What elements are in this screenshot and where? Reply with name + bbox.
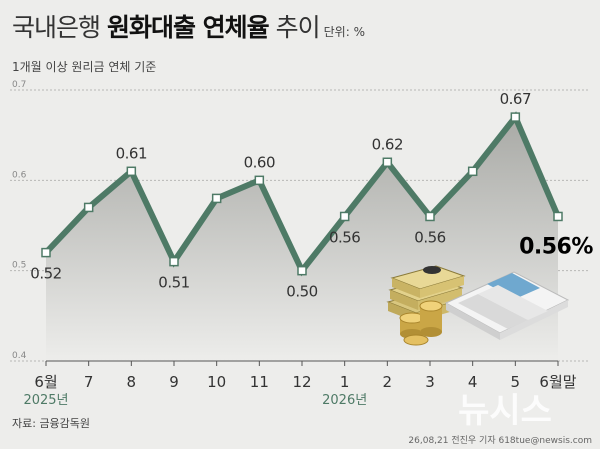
data-label: 0.56 — [414, 228, 445, 246]
year-label: 2026년 — [322, 393, 367, 408]
data-point — [254, 175, 265, 186]
data-point — [41, 247, 51, 258]
watermark-text: 뉴시스 — [458, 391, 552, 431]
data-point — [339, 211, 350, 222]
calculator-icon — [444, 271, 570, 340]
y-tick-label: 0.7 — [12, 80, 26, 90]
data-label: 0.67 — [500, 90, 531, 108]
money-calculator-illustration — [386, 265, 570, 346]
x-tick-label: 10 — [207, 373, 226, 391]
x-tick-label: 4 — [468, 373, 478, 391]
data-point — [553, 211, 563, 222]
data-point — [382, 157, 393, 168]
unit-label: 단위: % — [323, 25, 365, 39]
data-point — [83, 202, 94, 213]
data-label: 0.50 — [286, 283, 317, 301]
newsis-watermark: 뉴시스 — [458, 391, 552, 431]
x-tick-label: 3 — [425, 373, 435, 391]
data-label: 0.62 — [372, 135, 403, 153]
data-markers — [41, 112, 563, 276]
data-label: 0.60 — [244, 153, 275, 171]
data-point — [510, 112, 521, 122]
x-tick-label: 1 — [340, 373, 350, 391]
data-point — [467, 166, 478, 177]
data-point — [126, 166, 137, 177]
x-tick-label: 6월말 — [539, 373, 576, 391]
y-tick-label: 0.5 — [12, 261, 26, 271]
title-suffix: 추이 — [268, 13, 321, 42]
x-tick-label: 8 — [127, 373, 137, 391]
x-tick-label: 6월 — [34, 373, 57, 391]
chart-subtitle: 1개월 이상 원리금 연체 기준 — [12, 60, 157, 74]
x-tick-label: 5 — [511, 373, 521, 391]
data-point — [425, 211, 435, 222]
x-tick-label: 9 — [169, 373, 179, 391]
y-tick-label: 0.6 — [12, 170, 27, 180]
x-tick-label: 12 — [292, 373, 311, 391]
data-label: 0.56 — [329, 228, 360, 246]
year-label: 2025년 — [23, 393, 68, 408]
credit-line: 26,08,21 전진우 기자 618tue@newsis.com — [408, 436, 592, 446]
coin-stack-icon — [399, 300, 443, 346]
title-prefix: 국내은행 — [12, 13, 107, 42]
data-point — [169, 256, 179, 267]
data-point — [211, 193, 222, 204]
data-label: 0.52 — [30, 265, 61, 283]
title-emphasis: 원화대출 연체율 — [106, 13, 270, 42]
data-point — [297, 265, 307, 276]
x-tick-label: 2 — [383, 373, 393, 391]
data-label: 0.51 — [158, 274, 189, 292]
data-labels: 0.52 0.61 0.51 0.60 0.50 0.56 0.62 0.56 0.67 0.56… — [30, 90, 594, 301]
source-note: 자료: 금융감독원 — [12, 417, 91, 430]
x-tick-label: 7 — [84, 373, 94, 391]
y-tick-label: 0.4 — [12, 351, 27, 361]
data-label: 0.56% — [519, 234, 593, 259]
chart-title: 국내은행 원화대출 연체율 추이 단위: % — [12, 8, 365, 44]
data-label: 0.61 — [116, 144, 147, 162]
x-tick-label: 11 — [250, 373, 269, 391]
